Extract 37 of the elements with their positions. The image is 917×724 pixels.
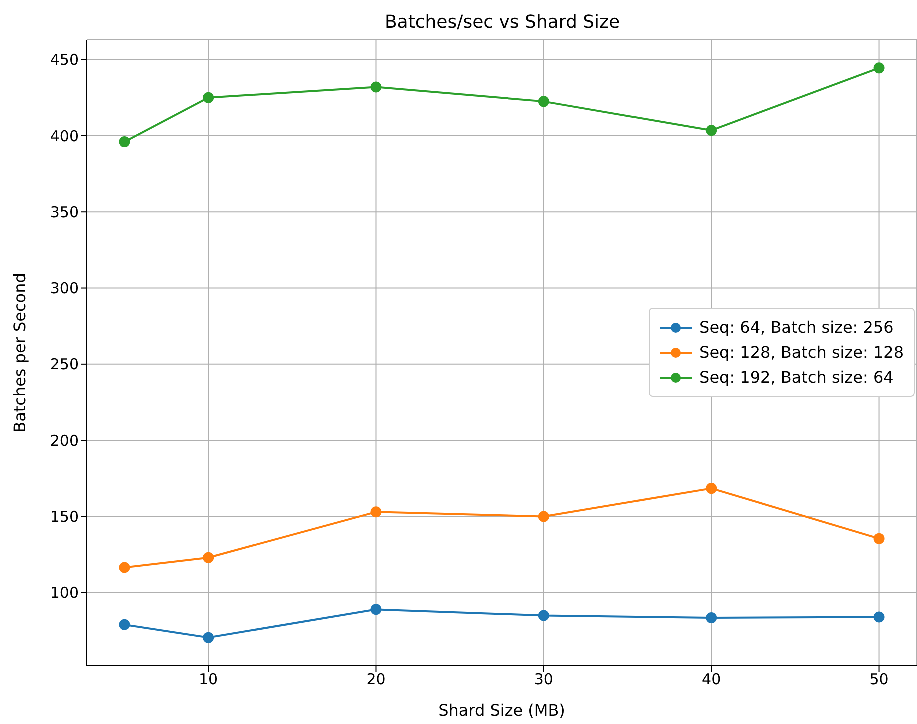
point [538, 96, 550, 108]
x-tick-label: 30 [534, 670, 554, 689]
y-tick-label: 350 [50, 203, 79, 222]
y-tick-label: 250 [50, 356, 79, 374]
point [874, 533, 885, 544]
x-tick-label: 40 [702, 670, 722, 689]
point [706, 612, 718, 624]
y-tick-label: 200 [50, 432, 79, 450]
legend-label: Seq: 128, Batch size: 128 [700, 343, 904, 362]
point [538, 511, 550, 522]
point [874, 612, 885, 623]
x-axis-title: Shard Size (MB) [438, 701, 566, 720]
legend-label: Seq: 64, Batch size: 256 [700, 318, 894, 337]
y-tick-label: 150 [50, 508, 79, 526]
y-tick-label: 100 [50, 584, 79, 602]
point [119, 562, 130, 574]
point [370, 604, 382, 616]
y-axis-title: Batches per Second [10, 273, 30, 433]
point [203, 92, 214, 104]
point [370, 506, 382, 518]
point [874, 62, 885, 74]
x-tick-label: 10 [199, 670, 218, 689]
x-tick-label: 50 [870, 670, 889, 689]
y-tick-label: 400 [50, 127, 79, 146]
point [706, 483, 718, 494]
legend-label: Seq: 192, Batch size: 64 [700, 368, 894, 387]
point [203, 632, 214, 644]
point [706, 125, 718, 136]
point [203, 552, 214, 564]
x-tick-label: 20 [366, 670, 386, 689]
chart-title: Batches/sec vs Shard Size [384, 11, 622, 35]
point [119, 136, 130, 148]
y-tick-label: 300 [50, 280, 79, 298]
point [538, 610, 550, 622]
y-tick-label: 450 [50, 51, 79, 70]
point [119, 619, 130, 630]
point [370, 82, 382, 93]
